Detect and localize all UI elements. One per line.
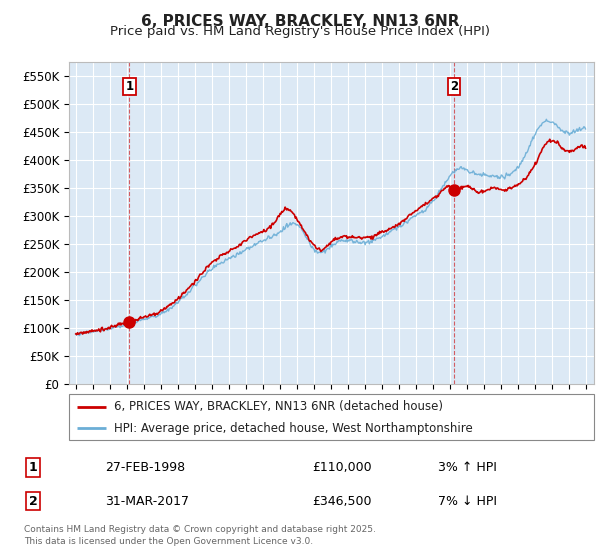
- FancyBboxPatch shape: [69, 394, 594, 440]
- Text: Price paid vs. HM Land Registry's House Price Index (HPI): Price paid vs. HM Land Registry's House …: [110, 25, 490, 38]
- Text: 3% ↑ HPI: 3% ↑ HPI: [438, 461, 497, 474]
- Text: 2: 2: [450, 80, 458, 94]
- Text: 6, PRICES WAY, BRACKLEY, NN13 6NR: 6, PRICES WAY, BRACKLEY, NN13 6NR: [141, 14, 459, 29]
- Text: 1: 1: [125, 80, 133, 94]
- Text: HPI: Average price, detached house, West Northamptonshire: HPI: Average price, detached house, West…: [113, 422, 472, 435]
- Text: 2: 2: [29, 494, 37, 508]
- Text: 6, PRICES WAY, BRACKLEY, NN13 6NR (detached house): 6, PRICES WAY, BRACKLEY, NN13 6NR (detac…: [113, 400, 443, 413]
- Text: £346,500: £346,500: [312, 494, 371, 508]
- Text: £110,000: £110,000: [312, 461, 371, 474]
- Text: Contains HM Land Registry data © Crown copyright and database right 2025.
This d: Contains HM Land Registry data © Crown c…: [24, 525, 376, 546]
- Text: 7% ↓ HPI: 7% ↓ HPI: [438, 494, 497, 508]
- Text: 27-FEB-1998: 27-FEB-1998: [105, 461, 185, 474]
- Text: 31-MAR-2017: 31-MAR-2017: [105, 494, 189, 508]
- Text: 1: 1: [29, 461, 37, 474]
